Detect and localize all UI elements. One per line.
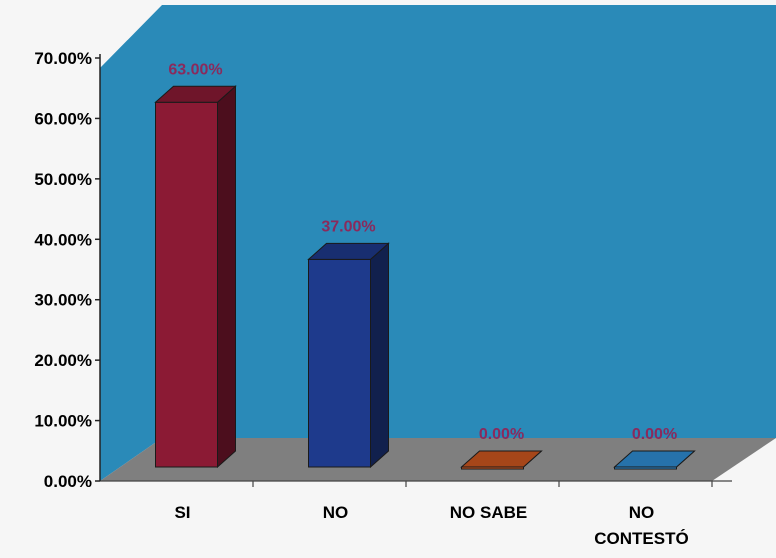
y-tick-label: 20.00% (34, 351, 92, 370)
data-label: 63.00% (168, 61, 222, 78)
y-tick-label: 60.00% (34, 109, 92, 128)
x-tick-label: NO SABE (450, 503, 527, 522)
bar-series (154, 85, 696, 470)
wall-plane (100, 5, 776, 481)
y-tick-label: 70.00% (34, 49, 92, 68)
bar-top (613, 450, 696, 468)
x-tick-label: SI (174, 503, 190, 522)
data-labels: 63.00% 37.00% 0.00% 0.00% (168, 61, 677, 443)
bar-front (308, 258, 371, 468)
bar-side (370, 242, 389, 469)
y-tick-label: 50.00% (34, 170, 92, 189)
floor-plane (100, 438, 776, 481)
bar-top (154, 85, 237, 103)
y-tick-label: 0.00% (44, 472, 92, 491)
y-tick-label: 40.00% (34, 230, 92, 249)
bar-front (155, 101, 218, 468)
data-label: 0.00% (479, 426, 524, 443)
bar-no-sabe (460, 450, 543, 470)
y-tick-label: 10.00% (34, 412, 92, 431)
bar-no (307, 242, 390, 469)
data-label: 37.00% (321, 218, 375, 235)
bar-si (154, 85, 237, 469)
x-axis-tick-labels: SI NO NO SABE NO CONTESTÓ (174, 481, 713, 548)
bar-no-contest (613, 450, 696, 470)
x-tick-label: NO (323, 503, 349, 522)
x-tick-label: NO CONTESTÓ (594, 503, 688, 548)
chart-floor (100, 438, 776, 482)
chart-back-wall (100, 5, 776, 481)
data-label: 0.00% (632, 426, 677, 443)
y-axis: 0.00% 10.00% 20.00% 30.00% 40.00% 50.00% 60.00… (34, 49, 101, 491)
bar-top (307, 242, 390, 260)
y-tick-label: 30.00% (34, 291, 92, 310)
bar-top (460, 450, 543, 468)
bar-side (217, 85, 236, 469)
